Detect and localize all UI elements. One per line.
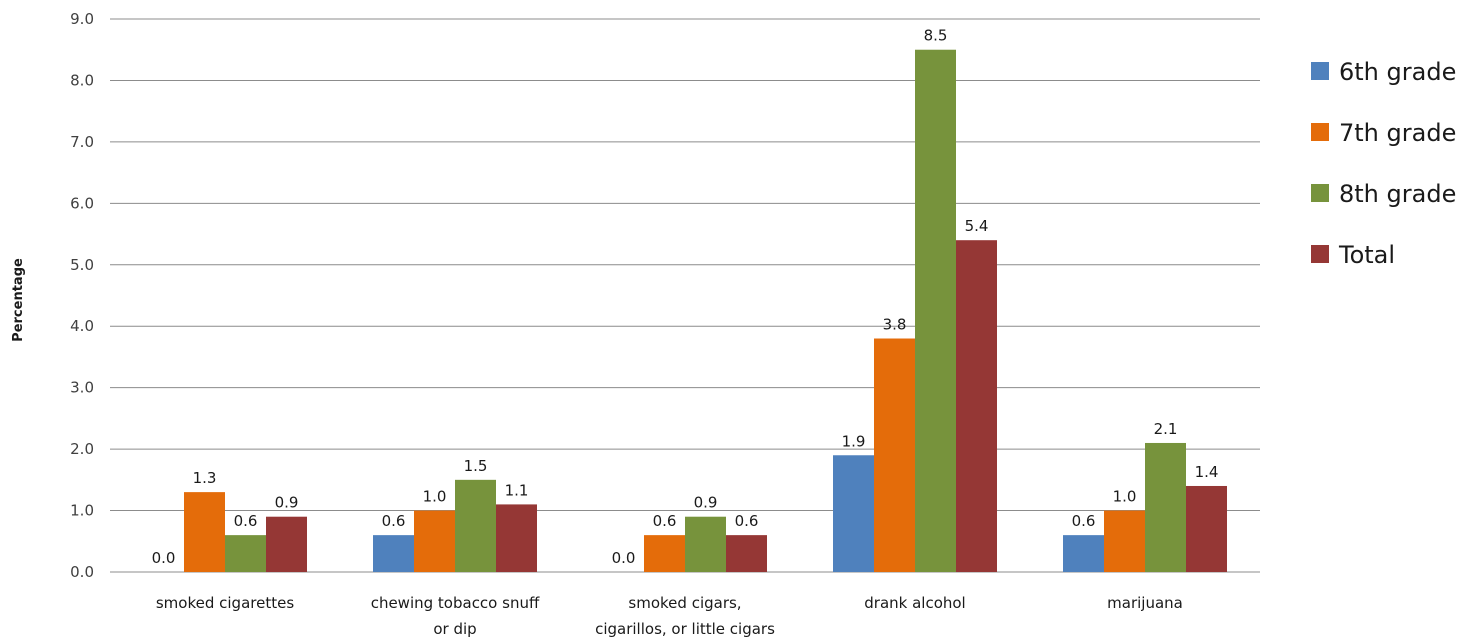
y-tick-label: 6.0 xyxy=(70,194,94,212)
data-label: 0.6 xyxy=(382,512,406,530)
data-label: 1.3 xyxy=(193,469,217,487)
legend-swatch xyxy=(1311,123,1329,141)
bar xyxy=(496,504,537,572)
x-category-label: chewing tobacco snuff xyxy=(371,594,540,612)
bar xyxy=(726,535,767,572)
bars xyxy=(184,49,1227,572)
bar xyxy=(266,516,307,572)
y-tick-label: 0.0 xyxy=(70,563,94,581)
bar xyxy=(915,49,956,572)
bar xyxy=(1104,510,1145,572)
legend-label: 8th grade xyxy=(1339,180,1456,208)
data-label: 1.0 xyxy=(1113,488,1137,506)
y-tick-label: 3.0 xyxy=(70,379,94,397)
legend-swatch xyxy=(1311,184,1329,202)
y-axis-title: Percentage xyxy=(11,258,26,342)
data-label: 5.4 xyxy=(965,217,989,235)
x-category-label: marijuana xyxy=(1107,594,1183,612)
data-label: 0.9 xyxy=(694,494,718,512)
data-labels: 0.0 0.6 0.0 1.9 0.6 1.3 1.0 0.6 3.8 1.0 0.6 1.5 0.9 8… xyxy=(152,27,1219,567)
data-label: 3.8 xyxy=(883,316,907,334)
bar xyxy=(455,479,496,572)
bar xyxy=(184,492,225,572)
data-label: 0.6 xyxy=(234,512,258,530)
x-category-label: or dip xyxy=(433,620,476,638)
data-label: 1.4 xyxy=(1195,463,1219,481)
data-label: 0.6 xyxy=(735,512,759,530)
x-category-label: smoked cigarettes xyxy=(156,594,294,612)
y-tick-label: 2.0 xyxy=(70,440,94,458)
legend-swatch xyxy=(1311,62,1329,80)
data-label: 1.9 xyxy=(842,432,866,450)
bar xyxy=(373,535,414,572)
bar xyxy=(1063,535,1104,572)
bar xyxy=(1145,442,1186,572)
x-category-label: smoked cigars, xyxy=(628,594,741,612)
gridlines xyxy=(110,18,1260,573)
data-label: 1.5 xyxy=(464,457,488,475)
data-label: 1.1 xyxy=(505,481,529,499)
data-label: 0.6 xyxy=(653,512,677,530)
legend-swatch xyxy=(1311,245,1329,263)
y-tick-label: 8.0 xyxy=(70,71,94,89)
bar xyxy=(414,510,455,572)
y-tick-label: 7.0 xyxy=(70,133,94,151)
legend-label: Total xyxy=(1338,241,1395,269)
y-tick-label: 4.0 xyxy=(70,317,94,335)
bar xyxy=(956,240,997,572)
data-label: 0.0 xyxy=(612,549,636,567)
x-category-label: drank alcohol xyxy=(864,594,965,612)
y-tick-label: 9.0 xyxy=(70,10,94,28)
y-tick-label: 5.0 xyxy=(70,256,94,274)
y-tick-label: 1.0 xyxy=(70,502,94,520)
data-label: 0.0 xyxy=(152,549,176,567)
data-label: 1.0 xyxy=(423,488,447,506)
bar xyxy=(225,535,266,572)
bar xyxy=(685,516,726,572)
x-axis-categories: smoked cigarettes chewing tobacco snuff or… xyxy=(156,594,1183,638)
legend: 6th grade 7th grade 8th grade Total xyxy=(1311,58,1456,269)
legend-label: 6th grade xyxy=(1339,58,1456,86)
x-category-label: cigarillos, or little cigars xyxy=(595,620,775,638)
data-label: 8.5 xyxy=(924,27,948,45)
bar xyxy=(644,535,685,572)
bar xyxy=(874,338,915,572)
bar xyxy=(1186,485,1227,572)
data-label: 0.6 xyxy=(1072,512,1096,530)
data-label: 0.9 xyxy=(275,494,299,512)
legend-label: 7th grade xyxy=(1339,119,1456,147)
data-label: 2.1 xyxy=(1154,420,1178,438)
y-axis-ticks: 0.0 1.0 2.0 3.0 4.0 5.0 6.0 7.0 8.0 9.0 xyxy=(70,10,94,581)
bar xyxy=(833,455,874,572)
